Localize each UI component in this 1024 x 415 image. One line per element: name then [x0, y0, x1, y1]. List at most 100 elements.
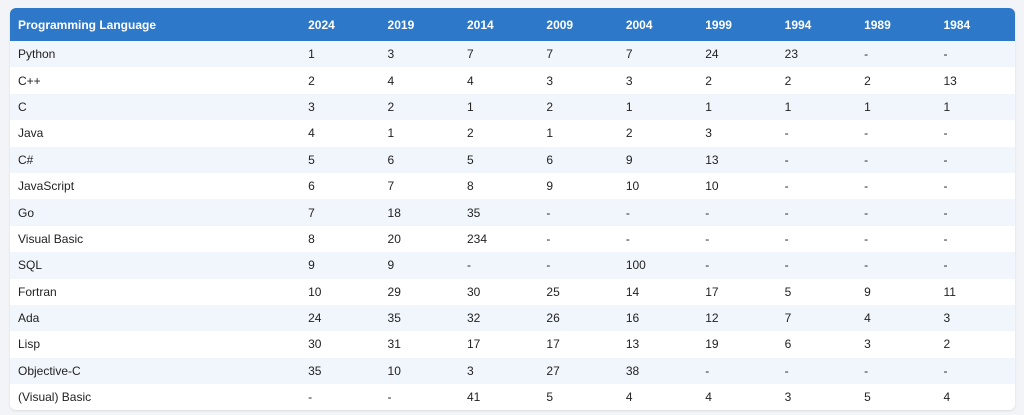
rank-cell: -	[943, 231, 948, 246]
language-name-cell: Java	[18, 126, 44, 141]
rank-cell: 29	[387, 284, 401, 299]
rank-cell: -	[864, 258, 869, 273]
rank-cell: 2	[308, 73, 315, 88]
rank-cell: 1	[387, 126, 395, 141]
rank-cell: 3	[943, 311, 951, 326]
rank-cell: 234	[466, 231, 487, 246]
column-header-year: 1999	[705, 17, 732, 32]
rank-cell: 4	[864, 311, 871, 326]
rank-cell: 19	[705, 337, 719, 352]
rank-cell: -	[943, 205, 948, 220]
rank-cell: 31	[387, 337, 401, 352]
rank-cell: -	[308, 390, 313, 405]
rank-cell: -	[546, 205, 551, 220]
rank-cell: 2	[387, 99, 395, 114]
table-row: JavaScript 6 7 8 9 10 10 - - -	[10, 172, 1015, 200]
rank-cell: 16	[625, 311, 640, 326]
column-header-year: 1989	[864, 17, 891, 32]
rank-cell: 6	[784, 337, 792, 352]
rank-cell: 6	[546, 152, 554, 167]
rank-cell: -	[705, 258, 710, 273]
rank-cell: 10	[308, 284, 322, 299]
rank-cell: 9	[308, 258, 315, 273]
table-header: Programming Language 2024 2019 2014 2009 2004…	[10, 8, 1015, 41]
column-header-year: 1984	[943, 17, 971, 32]
rank-cell: -	[546, 231, 551, 246]
rank-cell: 4	[705, 390, 712, 405]
language-name-cell: Lisp	[18, 337, 41, 352]
column-header-year: 1994	[784, 17, 812, 32]
language-name-cell: C	[18, 99, 27, 114]
rank-cell: 7	[625, 47, 633, 62]
rank-cell: 9	[387, 258, 395, 273]
rank-cell: 26	[546, 311, 560, 326]
rank-cell: -	[705, 231, 710, 246]
language-name-cell: C#	[18, 152, 34, 167]
rank-cell: -	[705, 363, 710, 378]
rank-cell: 3	[705, 126, 712, 141]
rank-cell: -	[705, 205, 710, 220]
table-row: SQL 9 9 - - 100 - - - -	[10, 252, 1015, 279]
rank-cell: -	[625, 231, 630, 246]
column-header-language: Programming Language	[18, 17, 157, 32]
rank-cell: 100	[625, 258, 646, 273]
rank-cell: 17	[466, 337, 481, 352]
rank-cell: 32	[466, 311, 481, 326]
rank-cell: 35	[466, 205, 481, 220]
rank-cell: 35	[387, 311, 401, 326]
table-row: Java 4 1 2 1 2 3 - - -	[10, 120, 1015, 147]
rank-cell: 8	[308, 231, 315, 246]
rank-cell: 10	[387, 363, 401, 378]
header-row: Programming Language 2024 2019 2014 2009 2004…	[10, 8, 1015, 41]
rank-cell: -	[784, 258, 789, 273]
rank-cell: -	[784, 205, 789, 220]
rank-cell: 1	[466, 99, 474, 114]
rank-cell: 6	[387, 152, 395, 167]
table-row: Ada 24 35 32 26 16 12 7 4 3	[10, 304, 1015, 332]
language-name-cell: Visual Basic	[18, 231, 84, 246]
rank-cell: 5	[784, 284, 792, 299]
rank-cell: 20	[387, 231, 401, 246]
rank-cell: 2	[546, 99, 554, 114]
rank-cell: 4	[308, 126, 315, 141]
rank-cell: -	[864, 363, 869, 378]
rank-cell: 9	[625, 152, 633, 167]
rank-cell: 3	[784, 390, 792, 405]
rank-cell: 3	[625, 73, 633, 88]
rank-cell: 13	[943, 73, 957, 88]
rank-cell: -	[546, 258, 551, 273]
rank-cell: 5	[864, 390, 871, 405]
language-name-cell: C++	[18, 73, 41, 88]
rank-cell: 1	[625, 99, 633, 114]
rank-cell: 3	[308, 99, 315, 114]
table-row: Python 1 3 7 7 7 24 23 - -	[10, 41, 1015, 68]
rank-cell: 7	[784, 311, 792, 326]
table-row: C 3 2 1 2 1 1 1 1 1	[10, 93, 1015, 121]
rank-cell: -	[943, 152, 948, 167]
rank-cell: -	[864, 47, 869, 62]
table-row: C# 5 6 5 6 9 13 - - -	[10, 146, 1015, 173]
rank-cell: 17	[705, 284, 719, 299]
rank-cell: 9	[864, 284, 871, 299]
table-row: Visual Basic 8 20 234 - - - - - -	[10, 225, 1015, 253]
rank-cell: 17	[546, 337, 560, 352]
rank-cell: 9	[546, 179, 554, 194]
rank-cell: 30	[308, 337, 322, 352]
rank-cell: 1	[943, 99, 951, 114]
rank-cell: 7	[308, 205, 315, 220]
rank-cell: 2	[784, 73, 792, 88]
rank-cell: -	[864, 231, 869, 246]
rank-cell: 13	[705, 152, 719, 167]
rank-cell: 38	[625, 363, 640, 378]
rank-cell: 30	[466, 284, 481, 299]
rank-cell: -	[784, 179, 789, 194]
language-name-cell: Python	[18, 47, 56, 62]
rank-cell: -	[864, 152, 869, 167]
table-row: Fortran 10 29 30 25 14 17 5 9 11	[10, 278, 1015, 305]
rank-cell: 1	[308, 47, 315, 62]
table-row: Objective-C 35 10 3 27 38 - - - -	[10, 357, 1015, 385]
table-body: Python 1 3 7 7 7 24 23- - C++ 2 4 4 3 3 2 2 2 13 C 3 2 1 2 1 1 1 1 1…	[10, 41, 1015, 411]
rank-cell: -	[943, 363, 948, 378]
ranking-table: Programming Language 2024 2019 2014 2009 2004…	[10, 8, 1015, 411]
language-name-cell: JavaScript	[18, 179, 75, 194]
